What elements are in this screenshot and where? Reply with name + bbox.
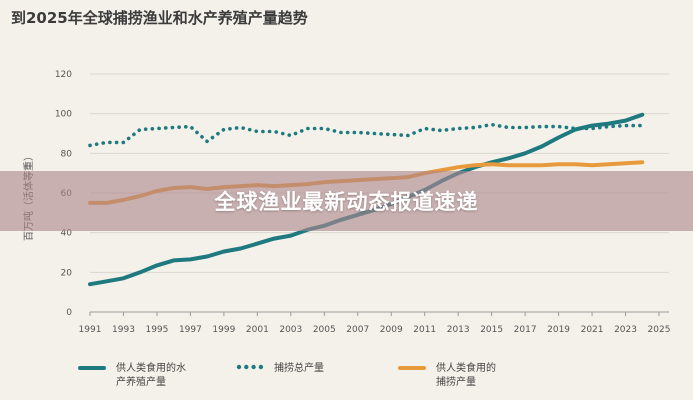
x-tick-label: 2001 [246, 325, 269, 335]
x-tick-label: 2005 [313, 325, 336, 335]
y-tick-label: 120 [55, 70, 72, 80]
y-tick-label: 100 [55, 110, 72, 120]
x-tick-label: 1995 [145, 325, 168, 335]
x-tick-label: 2019 [547, 325, 570, 335]
legend-swatch-total-capture [236, 364, 264, 370]
legend-item-total-capture: 捕捞总产量 [236, 362, 366, 392]
x-tick-label: 2003 [279, 325, 302, 335]
y-tick-label: 20 [61, 268, 73, 278]
legend-swatch-capture-food [398, 366, 426, 370]
legend-label-aquaculture-2: 产养殖产量 [116, 377, 166, 388]
legend-label-aquaculture-1: 供人类食用的水 [116, 363, 186, 374]
series-line-2 [88, 122, 645, 148]
legend-label-capture-food-2: 捕捞产量 [436, 377, 476, 388]
chart-axes: 0204060801001201991199319951997199920012… [55, 70, 671, 335]
y-tick-label: 0 [66, 308, 72, 318]
legend-label-total-capture: 捕捞总产量 [274, 363, 324, 374]
legend-label-capture-food-1: 供人类食用的 [436, 363, 496, 374]
y-tick-label: 40 [61, 229, 73, 239]
x-tick-label: 1999 [212, 325, 235, 335]
banner-text: 全球渔业最新动态报道速递 [214, 190, 479, 214]
x-tick-label: 2013 [447, 325, 470, 335]
news-banner: 全球渔业最新动态报道速递 [0, 171, 693, 231]
x-tick-label: 2015 [480, 325, 503, 335]
legend-item-aquaculture: 供人类食用的水 产养殖产量 [78, 362, 208, 392]
legend-swatch-aquaculture [78, 366, 106, 370]
x-tick-label: 2023 [614, 325, 637, 335]
x-tick-label: 2009 [380, 325, 403, 335]
x-tick-label: 2017 [514, 325, 537, 335]
x-tick-label: 1993 [112, 325, 135, 335]
y-tick-label: 80 [61, 149, 73, 159]
chart-title: 到2025年全球捕捞渔业和水产养殖产量趋势 [11, 9, 308, 27]
legend-item-capture-food: 供人类食用的 捕捞产量 [398, 362, 528, 392]
x-tick-label: 2007 [346, 325, 369, 335]
x-tick-label: 2025 [648, 325, 671, 335]
x-tick-label: 1991 [79, 325, 102, 335]
x-tick-label: 2021 [581, 325, 604, 335]
x-tick-label: 1997 [179, 325, 202, 335]
x-tick-label: 2011 [413, 325, 436, 335]
